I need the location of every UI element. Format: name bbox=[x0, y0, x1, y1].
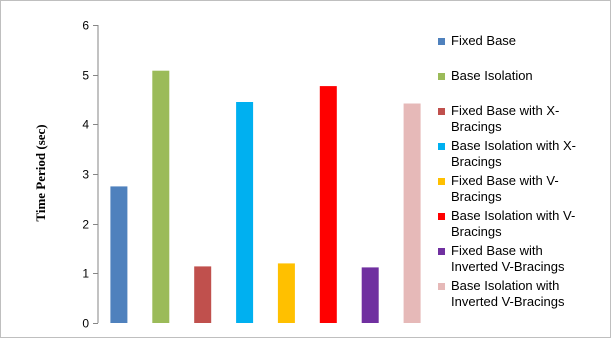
bar bbox=[236, 102, 254, 323]
legend-swatch bbox=[438, 143, 445, 150]
y-tick-label: 0 bbox=[82, 317, 89, 331]
bar bbox=[152, 70, 170, 323]
legend-label-line: Fixed Base bbox=[451, 33, 517, 48]
legend-swatch bbox=[438, 38, 445, 45]
bars bbox=[110, 70, 421, 323]
y-tick-label: 2 bbox=[82, 218, 89, 232]
y-tick-label: 5 bbox=[82, 69, 89, 83]
legend-label-line: Inverted V-Bracings bbox=[451, 294, 565, 309]
legend-swatch bbox=[438, 108, 445, 115]
legend-label-line: Inverted V-Bracings bbox=[451, 259, 565, 274]
bar bbox=[403, 103, 421, 323]
legend-swatch bbox=[438, 73, 445, 80]
y-axis: 0 1 2 3 4 5 6 bbox=[82, 19, 99, 331]
legend-label: Base Isolation with Inverted V-Bracings bbox=[451, 278, 606, 310]
legend-label: Base Isolation bbox=[451, 68, 606, 84]
legend-swatch bbox=[438, 248, 445, 255]
y-tick-label: 6 bbox=[82, 19, 89, 33]
legend-label: Fixed Base with Inverted V-Bracings bbox=[451, 243, 606, 275]
legend-label-line: Base Isolation with X- bbox=[451, 138, 577, 153]
legend-label-line: Bracings bbox=[451, 119, 502, 134]
legend-label-line: Base Isolation with bbox=[451, 278, 560, 293]
legend-label: Base Isolation with V- Bracings bbox=[451, 208, 606, 240]
bar bbox=[194, 266, 212, 323]
legend-swatch bbox=[438, 178, 445, 185]
legend-swatch bbox=[438, 213, 445, 220]
bar bbox=[110, 186, 128, 323]
legend-label-line: Bracings bbox=[451, 224, 502, 239]
legend-label-line: Fixed Base with V- bbox=[451, 173, 559, 188]
legend-label-line: Bracings bbox=[451, 189, 502, 204]
legend-label: Fixed Base with X- Bracings bbox=[451, 103, 606, 135]
y-tick-label: 3 bbox=[82, 168, 89, 182]
y-axis-title: Time Period (sec) bbox=[33, 124, 48, 221]
legend-label: Base Isolation with X- Bracings bbox=[451, 138, 606, 170]
legend-label-line: Fixed Base with bbox=[451, 243, 543, 258]
legend-label: Fixed Base with V- Bracings bbox=[451, 173, 606, 205]
y-tick-label: 4 bbox=[82, 118, 89, 132]
legend-label-line: Fixed Base with X- bbox=[451, 103, 560, 118]
bar bbox=[319, 86, 337, 323]
legend-label-line: Bracings bbox=[451, 154, 502, 169]
bar bbox=[277, 263, 295, 323]
legend-label-line: Base Isolation bbox=[451, 68, 533, 83]
y-tick-label: 1 bbox=[82, 267, 89, 281]
bar bbox=[361, 267, 379, 323]
legend-label-line: Base Isolation with V- bbox=[451, 208, 576, 223]
legend-label: Fixed Base bbox=[451, 33, 606, 49]
legend-swatch bbox=[438, 283, 445, 290]
